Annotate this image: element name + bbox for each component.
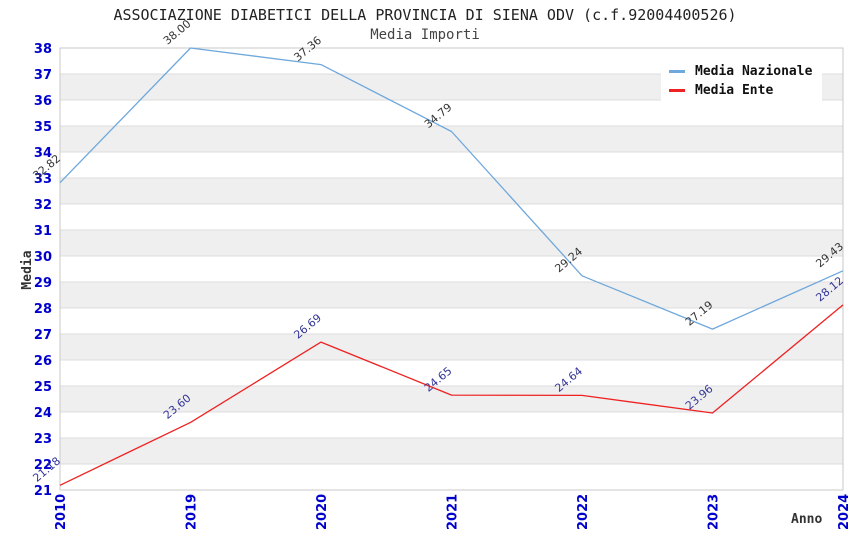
plot-band [60,126,843,152]
plot-band [60,256,843,282]
point-label: 38.00 [161,17,193,47]
legend-label-media-ente: Media Ente [695,83,774,98]
x-axis-title: Anno [791,512,823,527]
x-tick-label: 2019 [185,494,200,530]
y-tick-label: 21 [34,484,52,499]
chart-title: ASSOCIAZIONE DIABETICI DELLA PROVINCIA D… [113,6,737,24]
y-tick-label: 35 [34,120,52,135]
x-tick-label: 2020 [315,494,330,530]
x-tick-label: 2010 [54,494,69,530]
legend-item-media-nazionale: Media Nazionale [669,62,812,81]
y-tick-label: 22 [34,458,52,473]
plot-band [60,178,843,204]
media-nazionale-swatch-icon [669,70,685,73]
plot-band [60,308,843,334]
y-tick-label: 26 [34,354,52,369]
plot-band [60,230,843,256]
y-tick-label: 32 [34,198,52,213]
x-tick-label: 2021 [446,494,461,530]
y-axis-title: Media [20,250,35,290]
y-tick-label: 23 [34,432,52,447]
plot-band [60,386,843,412]
legend: Media Nazionale Media Ente [661,56,823,106]
y-tick-label: 27 [34,328,52,343]
x-tick-label: 2023 [707,494,722,530]
plot-band [60,360,843,386]
y-tick-label: 33 [34,172,52,187]
plot-border [59,47,844,491]
chart-subtitle: Media Importi [370,27,480,43]
y-tick-label: 30 [34,250,52,265]
y-tick-label: 34 [34,146,52,161]
y-tick-label: 29 [34,276,52,291]
x-tick-label: 2022 [576,494,591,530]
y-tick-label: 24 [34,406,52,421]
plot-band [60,282,843,308]
media-ente-line [59,304,844,486]
media-ente-swatch-icon [669,89,685,92]
plot-band [60,204,843,230]
y-tick-label: 31 [34,224,52,239]
plot-band [60,334,843,360]
legend-label-media-nazionale: Media Nazionale [695,64,813,79]
plot-band [60,412,843,438]
plot-band [60,438,843,464]
y-tick-label: 37 [34,68,52,83]
y-tick-label: 28 [34,302,52,317]
plot-band [60,464,843,490]
y-tick-label: 38 [34,42,52,57]
media-nazionale-line [59,47,844,330]
legend-item-media-ente: Media Ente [669,81,812,100]
x-tick-label: 2024 [837,494,850,530]
plot-band [60,152,843,178]
y-tick-label: 25 [34,380,52,395]
y-tick-label: 36 [34,94,52,109]
